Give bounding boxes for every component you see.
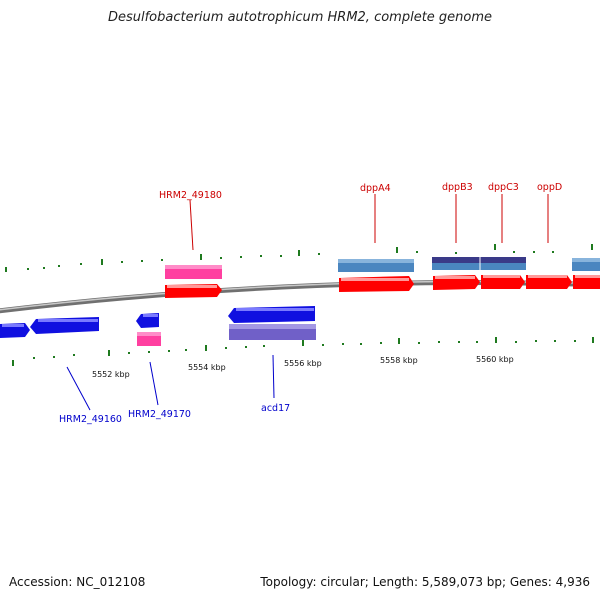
cds-arrow[interactable]: [526, 275, 572, 289]
gene-label[interactable]: acd17: [261, 403, 290, 414]
gene-label[interactable]: dppC3: [488, 182, 519, 193]
genome-summary-text: Topology: circular; Length: 5,589,073 bp…: [260, 575, 590, 589]
upper-tick-row: [5, 244, 593, 272]
cds-arrow[interactable]: [481, 275, 525, 289]
forward-gene-track: [165, 257, 600, 279]
gene-label[interactable]: HRM2_49170: [128, 409, 191, 420]
lower-tick-row: [12, 337, 594, 366]
gene-label[interactable]: dppB3: [442, 182, 473, 193]
scale-tick-label: 5556 kbp: [284, 359, 322, 368]
reverse-gene-track: [137, 324, 316, 346]
gene-label[interactable]: HRM2_49180: [159, 190, 222, 201]
gene-label[interactable]: oppD: [537, 182, 562, 193]
gene-label[interactable]: HRM2_49160: [59, 414, 122, 425]
cds-arrow[interactable]: [573, 275, 600, 289]
scale-tick-label: 5560 kbp: [476, 355, 514, 364]
bottom-gene-labels: HRM2_49160 HRM2_49170 acd17: [59, 354, 290, 425]
gene-label[interactable]: dppA4: [360, 183, 391, 194]
top-gene-labels: HRM2_49180 dppA4 dppB3 dppC3 oppD: [159, 182, 562, 251]
scale-tick-label: 5552 kbp: [92, 370, 130, 379]
scale-tick-label: 5554 kbp: [188, 363, 226, 372]
gene-feature[interactable]: [432, 257, 526, 263]
map-title: Desulfobacterium autotrophicum HRM2, com…: [107, 10, 493, 25]
gene-feature[interactable]: [432, 263, 526, 270]
scale-tick-label: 5558 kbp: [380, 356, 418, 365]
accession-text: Accession: NC_012108: [9, 575, 146, 589]
